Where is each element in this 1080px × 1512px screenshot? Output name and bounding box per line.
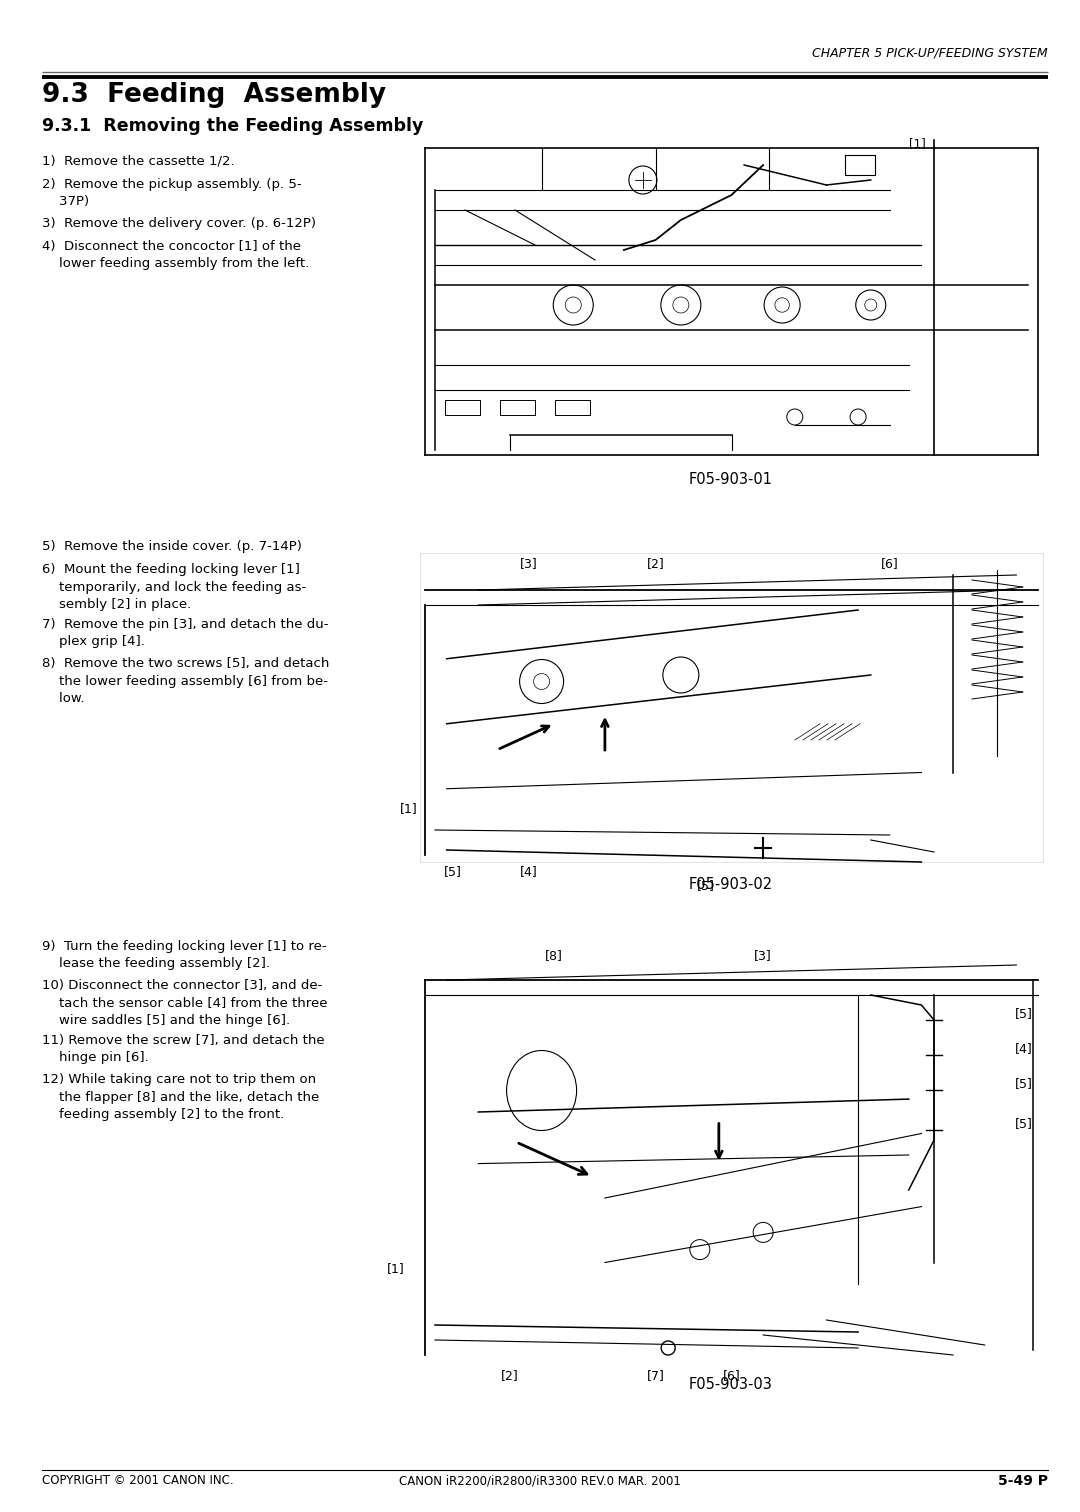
Text: [6]: [6]: [881, 556, 899, 570]
Text: [1]: [1]: [908, 138, 926, 150]
Text: 7)  Remove the pin [3], and detach the du-
    plex grip [4].: 7) Remove the pin [3], and detach the du…: [42, 618, 328, 649]
Text: 9.3  Feeding  Assembly: 9.3 Feeding Assembly: [42, 82, 387, 107]
Text: 2)  Remove the pickup assembly. (p. 5-
    37P): 2) Remove the pickup assembly. (p. 5- 37…: [42, 178, 301, 209]
Text: F05-903-01: F05-903-01: [689, 472, 773, 487]
Text: [4]: [4]: [1015, 1042, 1032, 1055]
Text: 10) Disconnect the connector [3], and de-
    tach the sensor cable [4] from the: 10) Disconnect the connector [3], and de…: [42, 978, 327, 1027]
Text: 11) Remove the screw [7], and detach the
    hinge pin [6].: 11) Remove the screw [7], and detach the…: [42, 1034, 325, 1064]
Text: 6)  Mount the feeding locking lever [1]
    temporarily, and lock the feeding as: 6) Mount the feeding locking lever [1] t…: [42, 562, 307, 611]
Text: 3)  Remove the delivery cover. (p. 6-12P): 3) Remove the delivery cover. (p. 6-12P): [42, 218, 316, 230]
Text: [1]: [1]: [388, 1263, 405, 1276]
Text: F05-903-02: F05-903-02: [689, 877, 773, 892]
Text: 1)  Remove the cassette 1/2.: 1) Remove the cassette 1/2.: [42, 156, 234, 168]
Bar: [415, 940, 1048, 1370]
Text: CANON iR2200/iR2800/iR3300 REV.0 MAR. 2001: CANON iR2200/iR2800/iR3300 REV.0 MAR. 20…: [400, 1474, 680, 1486]
Text: [7]: [7]: [647, 1368, 664, 1382]
Text: 9)  Turn the feeding locking lever [1] to re-
    lease the feeding assembly [2]: 9) Turn the feeding locking lever [1] to…: [42, 940, 326, 971]
Text: [2]: [2]: [647, 556, 664, 570]
Text: F05-903-03: F05-903-03: [689, 1377, 773, 1393]
Text: 8)  Remove the two screws [5], and detach
    the lower feeding assembly [6] fro: 8) Remove the two screws [5], and detach…: [42, 658, 329, 705]
Text: 4)  Disconnect the concoctor [1] of the
    lower feeding assembly from the left: 4) Disconnect the concoctor [1] of the l…: [42, 240, 309, 271]
Text: [1]: [1]: [400, 801, 418, 815]
Bar: [415, 544, 1048, 869]
Text: 12) While taking care not to trip them on
    the flapper [8] and the like, deta: 12) While taking care not to trip them o…: [42, 1074, 320, 1120]
Text: [3]: [3]: [754, 950, 772, 962]
Text: [6]: [6]: [723, 1368, 741, 1382]
Text: [5]: [5]: [1015, 1077, 1032, 1090]
Text: [8]: [8]: [545, 950, 563, 962]
Text: [5]: [5]: [1015, 1117, 1032, 1129]
Text: 5-49 P: 5-49 P: [998, 1474, 1048, 1488]
Text: COPYRIGHT © 2001 CANON INC.: COPYRIGHT © 2001 CANON INC.: [42, 1474, 233, 1486]
Text: [5]: [5]: [698, 878, 715, 892]
Text: CHAPTER 5 PICK-UP/FEEDING SYSTEM: CHAPTER 5 PICK-UP/FEEDING SYSTEM: [812, 47, 1048, 60]
Text: [3]: [3]: [521, 556, 538, 570]
Text: [4]: [4]: [521, 865, 538, 878]
Text: [2]: [2]: [501, 1368, 518, 1382]
Text: 9.3.1  Removing the Feeding Assembly: 9.3.1 Removing the Feeding Assembly: [42, 116, 423, 135]
Text: [5]: [5]: [1015, 1007, 1032, 1021]
Text: 5)  Remove the inside cover. (p. 7-14P): 5) Remove the inside cover. (p. 7-14P): [42, 540, 302, 553]
Bar: [415, 130, 1048, 466]
Text: [5]: [5]: [444, 865, 462, 878]
